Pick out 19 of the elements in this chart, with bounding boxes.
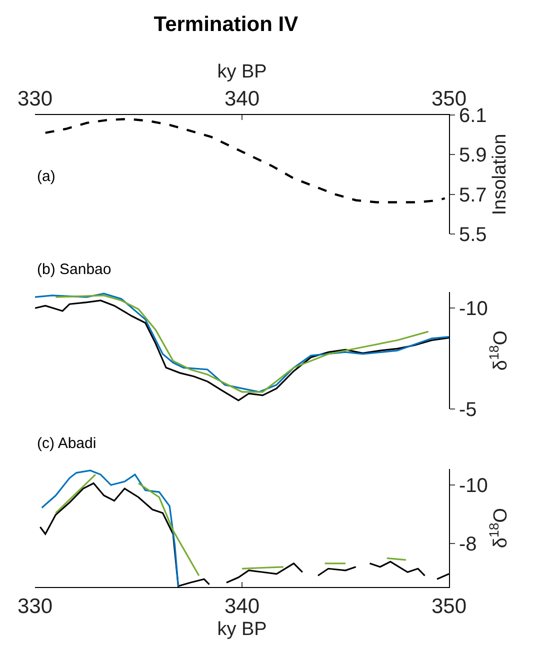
y-tick-label: -8 <box>459 533 477 556</box>
y-tick-label: -10 <box>459 475 488 498</box>
y-tick-label: 5.5 <box>459 224 487 246</box>
text: (b) Sanbao <box>37 261 112 278</box>
y-axis-title: Insolation <box>490 134 511 216</box>
y-tick-label: -10 <box>459 298 488 320</box>
x-axis-title: ky BP <box>217 619 267 640</box>
chart-title: Termination IV <box>154 13 298 36</box>
y-tick-label: 5.9 <box>459 144 487 167</box>
x-axis-title: ky BP <box>217 61 267 82</box>
x-tick-label: 330 <box>17 88 53 111</box>
y-tick-label: -5 <box>459 399 477 422</box>
x-tick-label: 330 <box>17 595 53 618</box>
x-tick-label: 340 <box>224 88 260 111</box>
text: (c) Abadi <box>37 435 96 452</box>
x-tick-label: 340 <box>224 595 260 618</box>
x-tick-label: 350 <box>431 595 467 618</box>
annotation: (a) <box>37 168 56 185</box>
y-tick-label: 5.7 <box>459 184 487 206</box>
